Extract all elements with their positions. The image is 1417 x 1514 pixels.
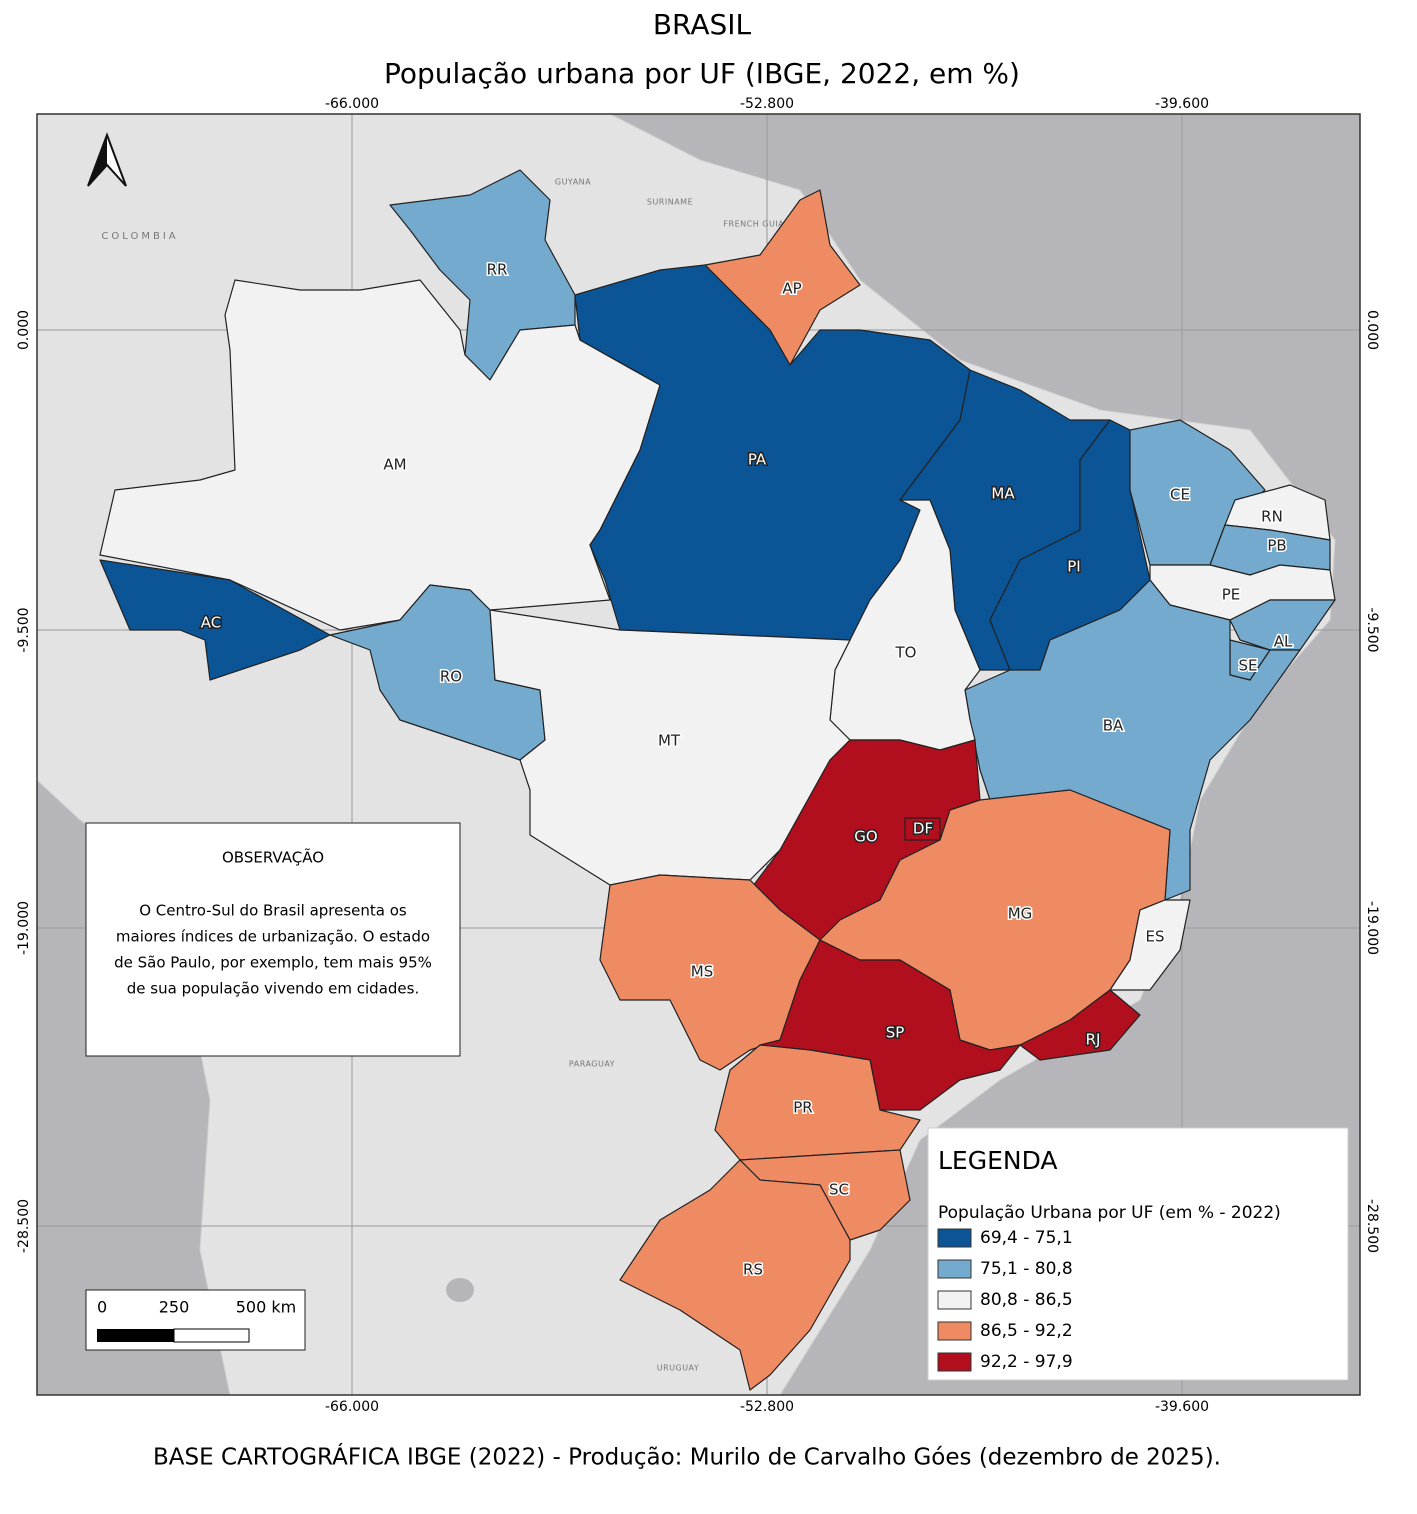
observation-title: OBSERVAÇÃO (222, 848, 324, 867)
scale-label: 0 (97, 1298, 107, 1317)
state-label: MA (991, 485, 1015, 503)
latitude-label: -19.000 (1364, 901, 1380, 955)
state-label: PB (1267, 537, 1286, 555)
state-label: BA (1103, 717, 1124, 735)
latitude-label: 0.000 (1364, 310, 1380, 350)
coordinate-labels: -66.000 -66.000 -52.800 -52.800 -39.600 -39.6… (16, 96, 1380, 1415)
latitude-label: 0.000 (16, 310, 32, 350)
latitude-label: -9.500 (16, 607, 32, 652)
observation-line: O Centro-Sul do Brasil apresenta os (139, 902, 407, 920)
latitude-label: -19.000 (16, 901, 32, 955)
country-label: COLOMBIA (101, 231, 178, 242)
footer: BASE CARTOGRÁFICA IBGE (2022) - Produção… (153, 1443, 1221, 1471)
country-label: PARAGUAY (569, 1060, 615, 1069)
title: BRASIL (653, 8, 752, 41)
country-label: URUGUAY (657, 1364, 700, 1373)
state-label: PR (793, 1099, 812, 1117)
state-label: PA (748, 451, 767, 469)
legend-label: 75,1 - 80,8 (980, 1259, 1073, 1279)
longitude-label: -52.800 (740, 96, 794, 112)
state (619, 1159, 851, 1391)
scale-bar-black (97, 1329, 174, 1342)
longitude-label: -66.000 (325, 96, 379, 112)
legend-label: 92,2 - 97,9 (980, 1352, 1073, 1372)
lake (446, 1278, 474, 1302)
state-label: CE (1170, 486, 1190, 504)
map-area: COLOMBIA GUYANA SURINAME FRENCH GUIANA PARAG… (37, 114, 1360, 1395)
states: RR AP AM PA MA PI CE RN PB PE AL SE BA TO AC RO MT GO DF MS… (99, 169, 1336, 1391)
legend-label: 69,4 - 75,1 (980, 1228, 1073, 1248)
subtitle: População urbana por UF (IBGE, 2022, em … (384, 57, 1020, 90)
scale-bar-white (173, 1328, 250, 1343)
scale-labels: 0 250 500 km (97, 1298, 296, 1317)
state-label: AP (782, 280, 801, 298)
legend-title: LEGENDA (938, 1146, 1058, 1175)
observation-text: O Centro-Sul do Brasil apresenta os maior… (114, 902, 432, 998)
country-label: SURINAME (647, 198, 693, 207)
latitude-label: -9.500 (1364, 607, 1380, 652)
state-label: MS (691, 963, 713, 981)
observation-line: de São Paulo, por exemplo, tem mais 95% (114, 954, 432, 972)
country-label: GUYANA (555, 178, 591, 187)
map-frame (36, 113, 1361, 1396)
north-arrow-half (88, 135, 107, 186)
state (1109, 899, 1191, 991)
legend-box (927, 1127, 1349, 1381)
legend-swatch (937, 1321, 972, 1341)
state-label: RO (440, 668, 462, 686)
state-label: RR (487, 261, 508, 279)
state (1019, 989, 1141, 1061)
state-label: SP (886, 1024, 905, 1042)
scale-label: 500 km (236, 1298, 296, 1317)
state-label: DF (913, 820, 933, 838)
latitude-label: -28.500 (1364, 1199, 1380, 1253)
longitude-label: -66.000 (325, 1399, 379, 1415)
state-label: PI (1067, 558, 1080, 576)
legend-label: 80,8 - 86,5 (980, 1290, 1073, 1310)
observation-box (85, 822, 461, 1057)
observation-line: de sua população vivendo em cidades. (127, 980, 419, 998)
country-labels: COLOMBIA GUYANA SURINAME FRENCH GUIANA PARAG… (101, 178, 796, 1373)
legend-items: 69,4 - 75,1 75,1 - 80,8 80,8 - 86,5 86,5 - … (937, 1228, 1073, 1372)
latitude-label: -28.500 (16, 1199, 32, 1253)
state-label: AL (1274, 633, 1293, 651)
state-label: AM (383, 456, 406, 474)
country-label: FRENCH GUIANA (723, 220, 796, 229)
state-label: RN (1261, 508, 1283, 526)
scale-label: 250 (159, 1298, 190, 1317)
state (99, 559, 331, 681)
longitude-label: -52.800 (740, 1399, 794, 1415)
legend-swatch (937, 1259, 972, 1279)
state-label: ES (1146, 928, 1165, 946)
state-label: MT (658, 732, 681, 750)
state-label: RS (743, 1261, 763, 1279)
state-label: SE (1239, 657, 1258, 675)
legend-subtitle: População Urbana por UF (em % - 2022) (938, 1203, 1281, 1223)
longitude-label: -39.600 (1155, 96, 1209, 112)
state-label: AC (201, 614, 221, 632)
state (759, 939, 1021, 1111)
state-label: GO (854, 828, 877, 846)
legend-swatch (937, 1290, 972, 1310)
state-label: PE (1222, 586, 1241, 604)
legend-swatch (937, 1352, 972, 1372)
observation-line: maiores índices de urbanização. O estado (116, 928, 430, 946)
legend-swatch (937, 1228, 972, 1248)
legend-label: 86,5 - 92,2 (980, 1321, 1073, 1341)
state-label: RJ (1086, 1031, 1101, 1049)
state-label: MG (1008, 905, 1033, 923)
state-label: SC (829, 1181, 849, 1199)
longitude-label: -39.600 (1155, 1399, 1209, 1415)
state-label: TO (895, 644, 917, 662)
